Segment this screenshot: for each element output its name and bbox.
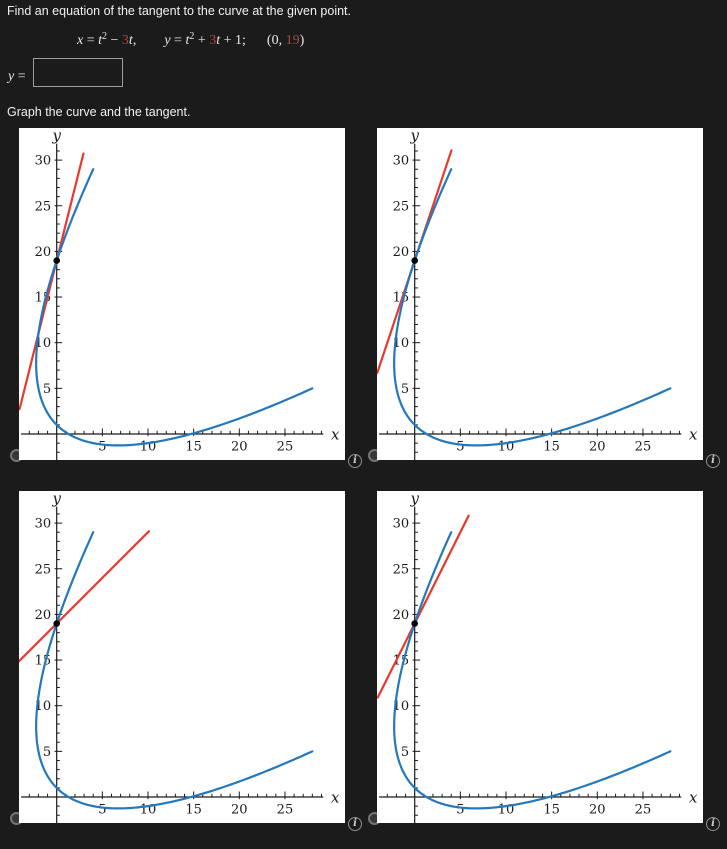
svg-text:5: 5 bbox=[401, 382, 409, 397]
info-icon[interactable]: i bbox=[706, 817, 720, 831]
svg-text:25: 25 bbox=[277, 803, 294, 818]
svg-text:25: 25 bbox=[35, 562, 52, 577]
svg-text:15: 15 bbox=[185, 803, 202, 818]
svg-text:10: 10 bbox=[393, 336, 410, 351]
svg-text:5: 5 bbox=[98, 803, 106, 818]
svg-text:5: 5 bbox=[401, 745, 409, 760]
graph-panel-top-right: 5 10 15 20 25 5 10 15 20 25 30 x y bbox=[377, 128, 703, 460]
svg-text:30: 30 bbox=[393, 517, 410, 532]
svg-text:y: y bbox=[409, 491, 419, 508]
svg-text:20: 20 bbox=[589, 803, 606, 818]
svg-text:5: 5 bbox=[43, 382, 51, 397]
svg-text:20: 20 bbox=[393, 608, 410, 623]
svg-text:20: 20 bbox=[35, 608, 52, 623]
svg-text:20: 20 bbox=[231, 440, 248, 455]
svg-text:25: 25 bbox=[635, 440, 652, 455]
svg-text:5: 5 bbox=[98, 440, 106, 455]
svg-text:25: 25 bbox=[35, 199, 52, 214]
graph-panel-bottom-right: 5 10 15 20 25 5 10 15 20 25 30 x y bbox=[377, 491, 703, 823]
svg-text:25: 25 bbox=[635, 803, 652, 818]
svg-text:x: x bbox=[331, 426, 340, 444]
svg-text:x: x bbox=[689, 789, 698, 807]
info-icon[interactable]: i bbox=[348, 454, 362, 468]
svg-text:20: 20 bbox=[35, 245, 52, 260]
graph-panel-bottom-left: 5 10 15 20 25 5 10 15 20 25 30 x y bbox=[19, 491, 345, 823]
svg-text:y: y bbox=[409, 128, 419, 145]
svg-text:15: 15 bbox=[35, 654, 52, 669]
svg-text:25: 25 bbox=[393, 562, 410, 577]
graph-option-top-right: 5 10 15 20 25 5 10 15 20 25 30 x y i bbox=[366, 128, 722, 474]
svg-text:15: 15 bbox=[185, 440, 202, 455]
answer-label: y = bbox=[8, 69, 26, 85]
equation: x = t2 − 3t, y = t2 + 3t + 1; (0, 19) bbox=[77, 31, 305, 48]
graph-option-bottom-right: 5 10 15 20 25 5 10 15 20 25 30 x y i bbox=[366, 491, 722, 837]
svg-text:30: 30 bbox=[393, 154, 410, 169]
svg-text:25: 25 bbox=[393, 199, 410, 214]
svg-text:20: 20 bbox=[393, 245, 410, 260]
graph-panel-top-left: 5 10 15 20 25 5 10 15 20 25 30 x y bbox=[19, 128, 345, 460]
svg-text:5: 5 bbox=[456, 803, 464, 818]
svg-text:15: 15 bbox=[543, 440, 560, 455]
svg-text:30: 30 bbox=[35, 154, 52, 169]
svg-text:25: 25 bbox=[277, 440, 294, 455]
graph-option-top-left: 5 10 15 20 25 5 10 15 20 25 30 x y i bbox=[8, 128, 364, 474]
svg-text:10: 10 bbox=[35, 699, 52, 714]
graph-option-bottom-left: 5 10 15 20 25 5 10 15 20 25 30 x y i bbox=[8, 491, 364, 837]
graph-prompt: Graph the curve and the tangent. bbox=[7, 105, 191, 119]
problem-title: Find an equation of the tangent to the c… bbox=[7, 4, 351, 18]
answer-input[interactable] bbox=[33, 58, 123, 87]
answer-label-eq: = bbox=[14, 69, 26, 84]
svg-text:y: y bbox=[51, 491, 61, 508]
svg-text:20: 20 bbox=[231, 803, 248, 818]
svg-text:x: x bbox=[331, 789, 340, 807]
svg-text:30: 30 bbox=[35, 517, 52, 532]
info-icon[interactable]: i bbox=[348, 817, 362, 831]
svg-text:10: 10 bbox=[35, 336, 52, 351]
answer-label-var: y bbox=[8, 69, 15, 84]
svg-text:5: 5 bbox=[456, 440, 464, 455]
svg-text:y: y bbox=[51, 128, 61, 145]
svg-text:5: 5 bbox=[43, 745, 51, 760]
svg-text:10: 10 bbox=[393, 699, 410, 714]
info-icon[interactable]: i bbox=[706, 454, 720, 468]
svg-text:20: 20 bbox=[589, 440, 606, 455]
svg-text:15: 15 bbox=[543, 803, 560, 818]
svg-text:x: x bbox=[689, 426, 698, 444]
